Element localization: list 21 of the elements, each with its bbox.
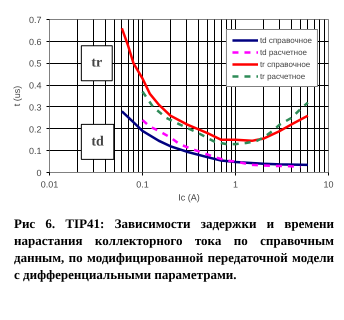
x-tick-label: 1 [232, 180, 238, 190]
y-axis-title: t (us) [12, 86, 22, 106]
x-tick-label: 10 [323, 180, 334, 190]
x-tick-label: 0.01 [40, 180, 58, 190]
y-tick-label: 0 [36, 168, 42, 178]
y-tick-label: 0.5 [28, 58, 42, 69]
x-tick-label: 0.1 [136, 180, 149, 190]
y-tick-label: 0.2 [28, 124, 42, 134]
annotation: td [91, 134, 104, 150]
legend-label: td расчетное [260, 47, 307, 57]
y-tick-label: 0.1 [28, 146, 42, 156]
y-tick-label: 0.3 [28, 102, 42, 112]
text: Рис 6. TIP41: Зависимости задержки и времени нарастания коллекторного тока по справочным данным, по модифицированной передаточной модели с дифференциальными параметрами. [14, 215, 334, 283]
x-axis-title: Ic (A) [178, 192, 200, 202]
legend-label: tr справочное [260, 59, 310, 69]
y-tick-label: 0.6 [28, 36, 42, 47]
annotation: tr [91, 56, 102, 71]
y-tick-label: 0.7 [28, 15, 42, 25]
legend-label: td справочное [260, 35, 312, 45]
legend-label: tr расчетное [260, 71, 306, 81]
y-tick-label: 0.4 [28, 80, 42, 91]
